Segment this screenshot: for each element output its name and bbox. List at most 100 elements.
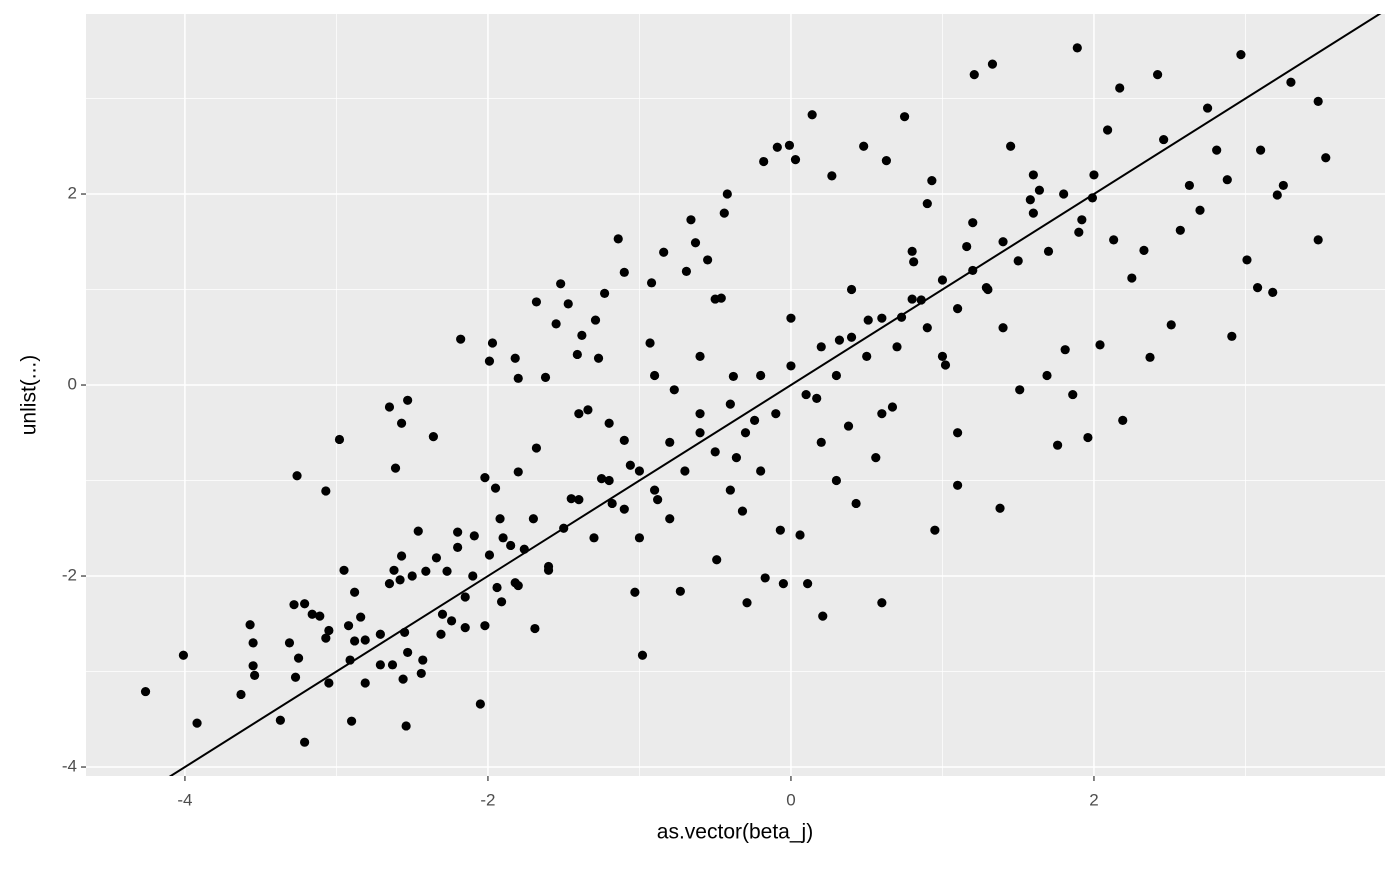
point bbox=[390, 463, 401, 473]
point bbox=[324, 678, 334, 688]
point bbox=[530, 623, 540, 634]
point bbox=[398, 674, 408, 684]
point bbox=[619, 435, 629, 446]
point bbox=[659, 247, 669, 257]
point bbox=[446, 616, 457, 626]
point bbox=[275, 715, 285, 725]
point bbox=[403, 647, 413, 658]
point bbox=[1256, 145, 1266, 155]
point bbox=[725, 399, 735, 409]
point bbox=[962, 241, 972, 252]
point bbox=[772, 142, 782, 152]
point bbox=[513, 467, 523, 477]
point bbox=[375, 629, 385, 639]
point bbox=[907, 246, 917, 256]
point bbox=[1028, 170, 1038, 180]
point bbox=[851, 498, 861, 509]
point bbox=[1139, 245, 1149, 255]
point bbox=[350, 636, 360, 646]
point bbox=[695, 428, 705, 438]
point bbox=[690, 238, 701, 248]
point bbox=[574, 409, 584, 419]
point bbox=[290, 672, 301, 682]
point bbox=[863, 315, 873, 325]
point bbox=[1222, 175, 1232, 185]
point bbox=[360, 678, 370, 688]
point bbox=[680, 466, 690, 476]
point bbox=[600, 288, 610, 298]
point bbox=[572, 349, 582, 360]
point bbox=[593, 353, 604, 363]
point bbox=[1060, 345, 1070, 355]
point bbox=[613, 234, 623, 244]
point bbox=[396, 551, 407, 561]
point bbox=[469, 531, 479, 541]
point bbox=[1236, 49, 1246, 60]
point bbox=[649, 485, 660, 495]
point bbox=[468, 571, 478, 581]
point bbox=[375, 660, 385, 670]
point bbox=[431, 553, 442, 563]
point bbox=[669, 385, 679, 395]
point bbox=[1052, 440, 1063, 450]
point bbox=[759, 156, 769, 167]
point bbox=[831, 370, 842, 381]
point bbox=[899, 112, 910, 122]
point bbox=[1006, 141, 1016, 151]
point bbox=[995, 503, 1005, 513]
point bbox=[887, 402, 898, 412]
point bbox=[437, 609, 448, 619]
point bbox=[293, 653, 304, 663]
point bbox=[859, 141, 869, 151]
point bbox=[846, 284, 857, 295]
point bbox=[498, 533, 508, 543]
point bbox=[737, 506, 748, 516]
point bbox=[513, 373, 523, 383]
point bbox=[192, 718, 202, 728]
point bbox=[442, 566, 452, 576]
point bbox=[953, 428, 963, 438]
point bbox=[834, 335, 845, 345]
point bbox=[339, 565, 349, 575]
point bbox=[428, 431, 438, 442]
point bbox=[487, 338, 498, 348]
point bbox=[816, 437, 826, 447]
point bbox=[1102, 125, 1113, 135]
point bbox=[324, 625, 334, 636]
point bbox=[877, 598, 887, 608]
point bbox=[749, 415, 760, 425]
point bbox=[778, 579, 788, 589]
point bbox=[812, 393, 822, 403]
point bbox=[401, 721, 411, 731]
y-tick-label: -2 bbox=[62, 566, 77, 585]
point bbox=[510, 353, 520, 363]
point bbox=[1278, 180, 1288, 191]
point bbox=[484, 356, 495, 366]
point bbox=[1015, 385, 1025, 395]
point bbox=[807, 110, 817, 120]
point bbox=[496, 597, 507, 607]
point bbox=[649, 370, 660, 381]
point bbox=[540, 372, 551, 382]
point bbox=[140, 686, 151, 697]
point bbox=[877, 409, 887, 419]
point bbox=[356, 612, 366, 622]
point bbox=[784, 140, 795, 150]
point bbox=[937, 275, 948, 285]
point bbox=[795, 530, 805, 540]
point bbox=[436, 629, 446, 639]
point bbox=[675, 586, 685, 596]
point bbox=[760, 573, 770, 583]
point bbox=[653, 495, 663, 505]
point bbox=[953, 480, 963, 490]
point bbox=[695, 409, 705, 419]
point bbox=[387, 660, 398, 670]
point bbox=[307, 609, 317, 619]
point bbox=[930, 525, 940, 535]
point bbox=[725, 485, 735, 495]
panel bbox=[86, 14, 1385, 776]
point bbox=[407, 571, 417, 581]
point bbox=[1195, 205, 1205, 215]
